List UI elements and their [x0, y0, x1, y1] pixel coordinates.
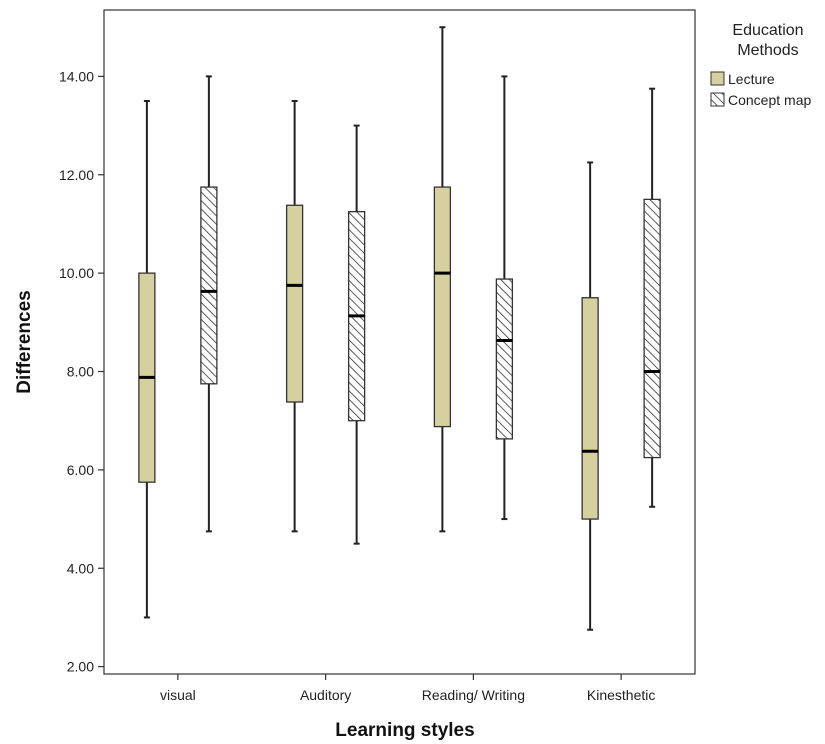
plot-frame	[103, 9, 696, 675]
legend-swatch-lecture	[710, 71, 725, 86]
box-1-2	[495, 75, 514, 521]
box-0-0	[138, 99, 156, 619]
y-tick-label-5: 12.00	[59, 167, 94, 183]
iqr-box	[581, 297, 599, 520]
legend-swatch-concept-map	[710, 92, 725, 107]
legend-label-lecture: Lecture	[728, 71, 775, 87]
x-axis: visual Auditory Reading/ Writing Kinestheti…	[160, 674, 655, 703]
y-tick-label-3: 8.00	[67, 364, 94, 380]
box-0-3	[581, 161, 599, 631]
x-tick-label-3: Kinesthetic	[587, 687, 655, 703]
y-tick-label-1: 4.00	[67, 560, 94, 576]
y-tick-label-0: 2.00	[67, 659, 94, 675]
y-tick-label-2: 6.00	[67, 462, 94, 478]
y-tick-label-6: 14.00	[59, 68, 94, 84]
box-1-3	[643, 87, 661, 508]
iqr-box	[200, 186, 218, 385]
iqr-box	[285, 204, 304, 403]
legend-title-line-1: Education	[732, 22, 803, 39]
x-axis-title: Learning styles	[335, 720, 474, 741]
box-1-0	[200, 75, 218, 533]
box-0-1	[285, 99, 304, 533]
iqr-box	[643, 198, 661, 459]
box-1-1	[347, 124, 366, 545]
y-axis: 2.00 4.00 6.00 8.00 10.00 12.00 14.00	[59, 68, 104, 675]
legend: Education Methods Lecture Concept map	[710, 22, 811, 108]
iqr-box	[495, 278, 514, 440]
iqr-box	[433, 186, 452, 428]
x-tick-label-2: Reading/ Writing	[422, 687, 525, 703]
x-tick-label-0: visual	[160, 687, 196, 703]
boxes	[138, 26, 661, 631]
box-0-2	[433, 26, 452, 533]
legend-title-line-2: Methods	[737, 42, 798, 59]
y-axis-title: Differences	[14, 290, 35, 394]
legend-label-concept-map: Concept map	[728, 92, 811, 108]
x-tick-label-1: Auditory	[300, 687, 351, 703]
y-tick-label-4: 10.00	[59, 265, 94, 281]
